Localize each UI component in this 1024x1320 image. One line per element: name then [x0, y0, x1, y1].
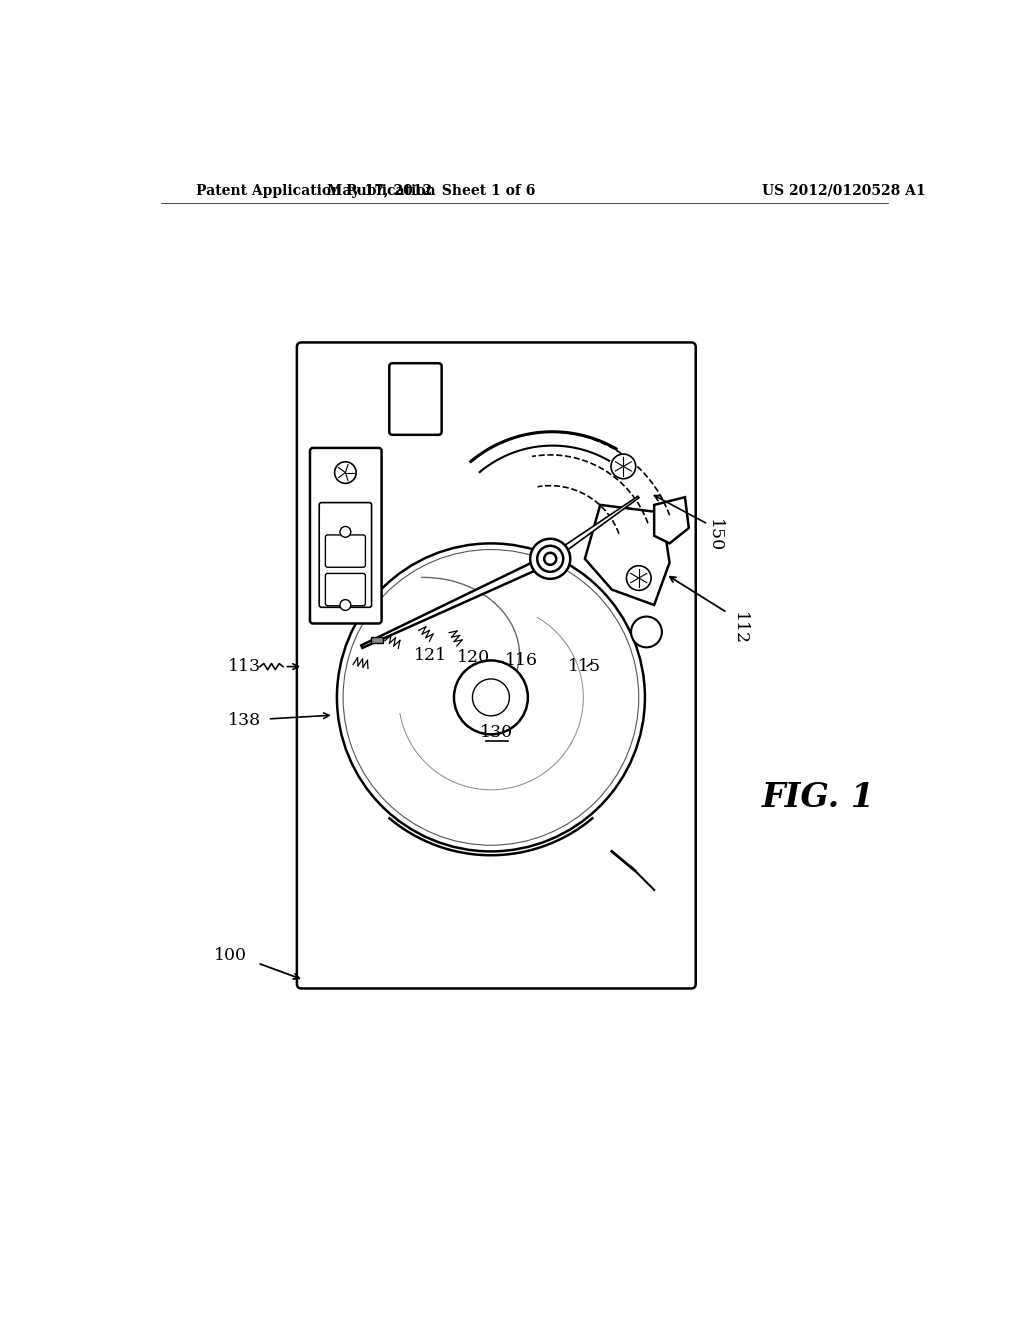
Text: US 2012/0120528 A1: US 2012/0120528 A1: [762, 183, 926, 198]
Text: 121: 121: [415, 647, 447, 664]
Circle shape: [472, 678, 509, 715]
Text: 150: 150: [706, 519, 723, 552]
Text: 120: 120: [457, 649, 489, 665]
Circle shape: [335, 462, 356, 483]
Circle shape: [530, 539, 570, 579]
FancyBboxPatch shape: [389, 363, 441, 434]
Text: 138: 138: [228, 711, 261, 729]
Circle shape: [340, 599, 351, 610]
Circle shape: [340, 527, 351, 537]
Text: 112: 112: [731, 611, 749, 644]
Text: Patent Application Publication: Patent Application Publication: [196, 183, 435, 198]
Text: 115: 115: [568, 659, 601, 675]
FancyBboxPatch shape: [297, 342, 695, 989]
Circle shape: [538, 545, 563, 572]
Circle shape: [337, 544, 645, 851]
Polygon shape: [654, 498, 689, 544]
Text: 100: 100: [214, 946, 247, 964]
FancyBboxPatch shape: [326, 573, 366, 606]
Polygon shape: [585, 506, 670, 605]
Circle shape: [611, 454, 636, 479]
Circle shape: [631, 616, 662, 647]
Text: 130: 130: [480, 723, 513, 741]
FancyBboxPatch shape: [326, 535, 366, 568]
Polygon shape: [361, 554, 552, 648]
Circle shape: [544, 553, 556, 565]
FancyBboxPatch shape: [310, 447, 382, 623]
Text: 113: 113: [228, 659, 261, 675]
Text: FIG. 1: FIG. 1: [762, 781, 876, 814]
Text: 116: 116: [505, 652, 539, 669]
FancyBboxPatch shape: [371, 636, 383, 643]
Circle shape: [454, 660, 528, 734]
Polygon shape: [549, 496, 639, 561]
FancyBboxPatch shape: [319, 503, 372, 607]
Circle shape: [627, 566, 651, 590]
Text: May 17, 2012  Sheet 1 of 6: May 17, 2012 Sheet 1 of 6: [327, 183, 536, 198]
